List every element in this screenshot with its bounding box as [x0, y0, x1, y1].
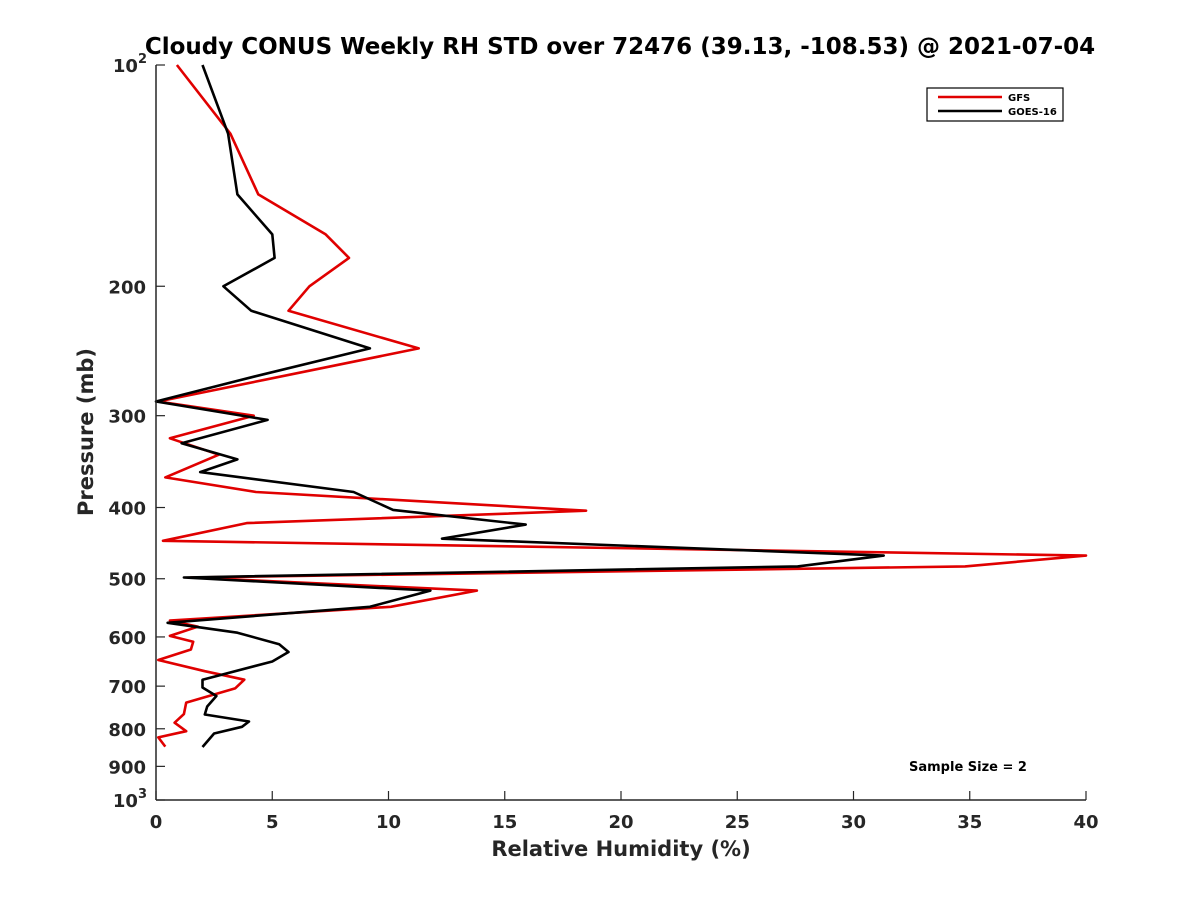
x-axis-label: Relative Humidity (%) — [491, 837, 750, 861]
y-tick-label: 500 — [108, 570, 146, 591]
y-tick-label: 300 — [108, 407, 146, 428]
y-tick-label: 900 — [108, 757, 146, 778]
x-tick-label: 20 — [608, 812, 633, 833]
chart-title: Cloudy CONUS Weekly RH STD over 72476 (3… — [145, 34, 1095, 60]
legend-box — [926, 87, 1064, 122]
x-tick-label: 40 — [1073, 812, 1098, 833]
plot-area — [154, 64, 1088, 748]
x-tick-label: 30 — [841, 812, 866, 833]
series-line-goes16 — [154, 64, 886, 748]
x-axis-ticks: 0 5 10 15 20 25 30 35 40 — [150, 791, 1099, 833]
y-tick-label: 800 — [108, 720, 146, 741]
y-axis-ticks: 102 200 300 400 500 600 700 800 900 103 — [108, 52, 165, 812]
legend: GFS GOES-16 — [926, 87, 1064, 122]
sample-size-annotation: Sample Size = 2 — [909, 760, 1027, 775]
x-tick-label: 5 — [266, 812, 279, 833]
x-tick-label: 35 — [957, 812, 982, 833]
legend-label-gfs: GFS — [1008, 93, 1030, 104]
x-tick-label: 25 — [725, 812, 750, 833]
y-tick-label: 700 — [108, 677, 146, 698]
y-tick-label: 103 — [113, 787, 147, 812]
x-tick-label: 10 — [376, 812, 401, 833]
y-tick-label: 600 — [108, 628, 146, 649]
y-axis-label: Pressure (mb) — [74, 348, 98, 516]
y-tick-label: 200 — [108, 277, 146, 298]
x-tick-label: 0 — [150, 812, 163, 833]
x-tick-label: 15 — [492, 812, 517, 833]
series-line-gfs — [157, 64, 1088, 748]
y-tick-label: 400 — [108, 499, 146, 520]
legend-label-goes16: GOES-16 — [1008, 107, 1057, 118]
y-tick-label: 102 — [113, 52, 147, 77]
